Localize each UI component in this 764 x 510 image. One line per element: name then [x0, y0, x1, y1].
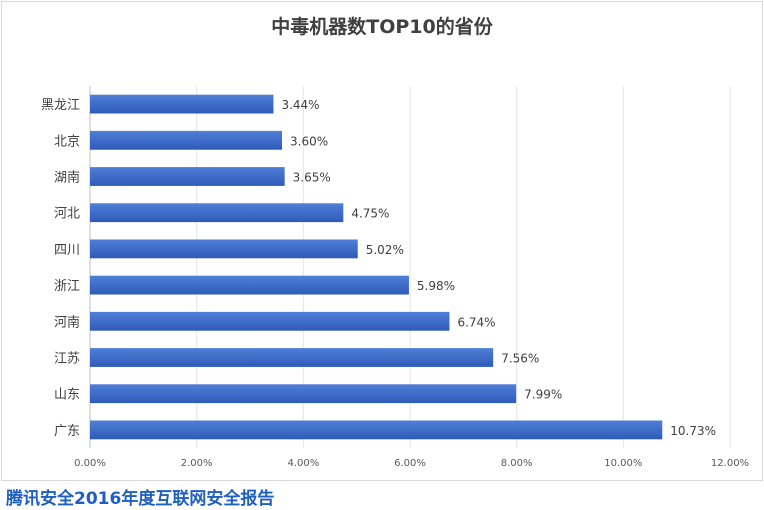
x-tick-label: 8.00%	[501, 458, 533, 469]
category-label: 河北	[54, 207, 80, 222]
bar-chart-plot: 0.00% 2.00% 4.00% 6.00% 8.00% 10.00% 12.00% 黑龙江…	[41, 86, 749, 469]
bar	[90, 311, 450, 331]
x-tick-label: 6.00%	[394, 458, 426, 469]
data-label: 3.44%	[281, 98, 319, 112]
category-label: 浙江	[54, 279, 80, 294]
data-label: 5.02%	[366, 243, 404, 257]
bar	[90, 239, 358, 259]
category-label: 山东	[54, 388, 80, 403]
data-label: 7.99%	[524, 388, 562, 402]
category-label: 四川	[54, 243, 80, 258]
bars	[90, 94, 663, 440]
x-tick-label: 2.00%	[181, 458, 213, 469]
bar	[90, 275, 409, 295]
x-tick-label: 10.00%	[604, 458, 642, 469]
chart-title: 中毒机器数TOP10的省份	[271, 16, 493, 38]
data-label: 6.74%	[457, 315, 495, 329]
bar	[90, 130, 282, 150]
category-label: 广东	[54, 424, 80, 439]
data-label: 7.56%	[501, 352, 539, 366]
bar	[90, 384, 517, 404]
data-label: 3.65%	[293, 171, 331, 185]
category-label: 河南	[54, 314, 80, 330]
bar	[90, 94, 274, 114]
x-tick-label: 12.00%	[711, 458, 749, 469]
x-tick-label: 0.00%	[74, 458, 106, 469]
labels: 0.00% 2.00% 4.00% 6.00% 8.00% 10.00% 12.00% 黑龙江…	[41, 98, 749, 469]
bar	[90, 348, 494, 367]
source-caption: 腾讯安全2016年度互联网安全报告	[6, 489, 275, 509]
data-label: 5.98%	[417, 279, 455, 293]
data-label: 10.73%	[670, 424, 716, 438]
bar	[90, 420, 663, 440]
category-label: 湖南	[54, 170, 80, 186]
x-tick-label: 4.00%	[287, 458, 319, 469]
bar	[90, 167, 285, 186]
category-label: 北京	[54, 134, 80, 149]
data-label: 4.75%	[351, 207, 389, 221]
category-label: 黑龙江	[41, 98, 80, 113]
data-label: 3.60%	[290, 134, 328, 148]
category-label: 江苏	[54, 351, 80, 367]
bar	[90, 203, 344, 223]
